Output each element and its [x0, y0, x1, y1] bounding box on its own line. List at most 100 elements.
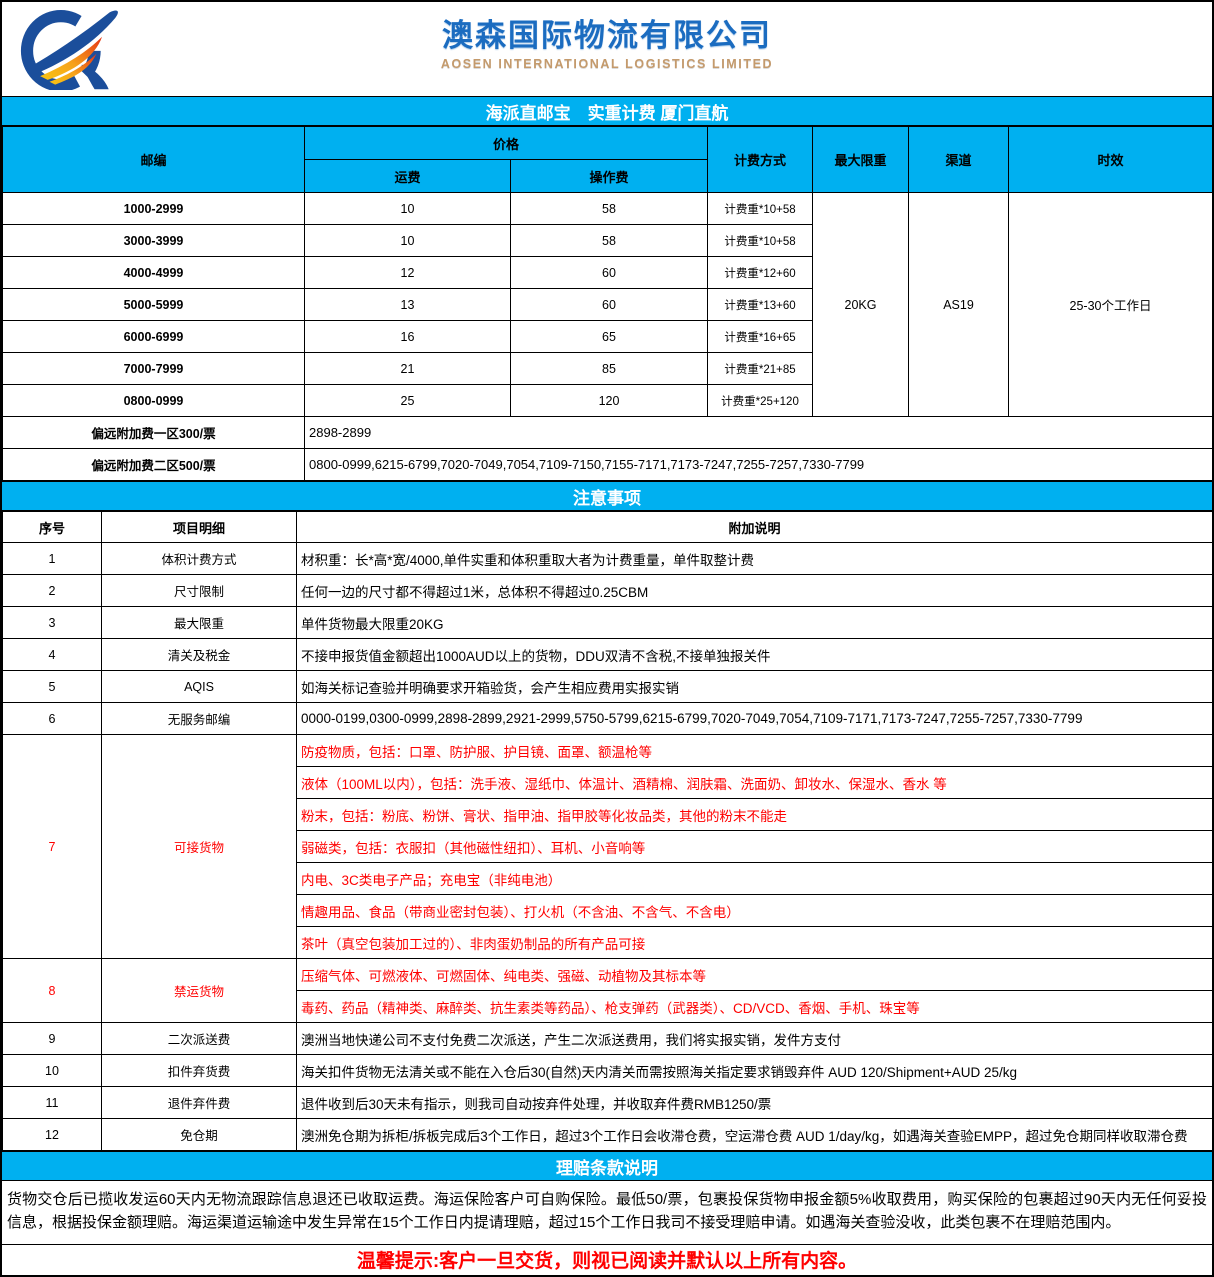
transit-value: 25-30个工作日: [1008, 192, 1214, 417]
price-row: 5000-5999 13 60 计费重*13+60: [2, 288, 1213, 321]
col-header-shipping: 运费: [304, 159, 511, 193]
note-no: 9: [2, 1022, 102, 1055]
billing-cell: 计费重*13+60: [707, 288, 814, 321]
postcode-cell: 0800-0999: [2, 384, 305, 417]
col-header-handling: 操作费: [509, 159, 709, 193]
note-desc: 退件收到后30天未有指示，则我司自动按弃件处理，并收取弃件费RMB1250/票: [296, 1086, 1213, 1119]
note-desc: 澳洲当地快递公司不支付免费二次派送，产生二次派送费用，我们将实报实销，发件方支付: [296, 1022, 1213, 1055]
billing-cell: 计费重*25+120: [707, 384, 814, 417]
company-header: 澳森国际物流有限公司 AOSEN INTERNATIONAL LOGISTICS…: [2, 2, 1212, 96]
shipping-cell: 21: [304, 352, 511, 385]
note-no: 8: [2, 958, 102, 1023]
remote-fee-value: 0800-0999,6215-6799,7020-7049,7054,7109-…: [303, 448, 1214, 481]
shipping-cell: 10: [304, 224, 511, 257]
note-item: 尺寸限制: [101, 574, 297, 607]
note-row-acceptable-goods: 7 可接货物 防疫物质，包括：口罩、防护服、护目镜、面罩、额温枪等: [2, 734, 1213, 959]
note-desc: 毒药、药品（精神类、麻醉类、抗生素类等药品）、枪支弹药（武器类）、CD/VCD、…: [296, 990, 1213, 1023]
col-header-price: 价格: [303, 126, 709, 160]
note-desc: 任何一边的尺寸都不得超过1米，总体积不得超过0.25CBM: [296, 574, 1213, 607]
note-desc: 内电、3C类电子产品；充电宝（非纯电池）: [296, 862, 1213, 895]
notes-col-item: 项目明细: [101, 511, 297, 543]
note-row: 1 体积计费方式 材积重：长*高*宽/4000,单件实重和体积重取大者为计费重量…: [2, 542, 1213, 575]
footer-warning-text: 温馨提示:客户一旦交货，则视已阅读并默认以上所有内容。: [356, 1251, 858, 1272]
note-item: 清关及税金: [101, 638, 297, 671]
note-item: 扣件弃货费: [101, 1054, 297, 1087]
note-no: 10: [2, 1054, 102, 1087]
note-subrow: 内电、3C类电子产品；充电宝（非纯电池）: [3, 862, 1213, 895]
col-header-max-weight: 最大限重: [812, 126, 910, 193]
product-title-bar: 海派直邮宝 实重计费 厦门直航: [2, 96, 1212, 126]
note-row: 9 二次派送费 澳洲当地快递公司不支付免费二次派送，产生二次派送费用，我们将实报…: [2, 1022, 1213, 1055]
billing-cell: 计费重*10+58: [707, 192, 814, 225]
handling-cell: 120: [509, 384, 709, 417]
note-no: 2: [2, 574, 102, 607]
company-name-en: AOSEN INTERNATIONAL LOGISTICS LIMITED: [440, 57, 774, 71]
note-row: 4 清关及税金 不接申报货值金额超出1000AUD以上的货物，DDU双清不含税,…: [2, 638, 1213, 671]
channel-value: AS19: [908, 192, 1010, 417]
col-header-billing: 计费方式: [707, 126, 814, 193]
note-no: 12: [2, 1118, 102, 1151]
note-desc: 海关扣件货物无法清关或不能在入仓后30(自然)天内清关而需按照海关指定要求销毁弃…: [296, 1054, 1213, 1087]
handling-cell: 60: [509, 288, 709, 321]
note-row: 5 AQIS 如海关标记查验并明确要求开箱验货，会产生相应费用实报实销: [2, 670, 1213, 703]
col-header-transit: 时效: [1008, 126, 1214, 193]
note-no: 11: [2, 1086, 102, 1119]
note-desc: 澳洲免仓期为拆柜/拆板完成后3个工作日，超过3个工作日会收滞仓费，空运滞仓费 A…: [296, 1118, 1213, 1151]
note-subrow: 情趣用品、食品（带商业密封包装）、打火机（不含油、不含气、不含电）: [3, 894, 1213, 927]
price-row: 3000-3999 10 58 计费重*10+58: [2, 224, 1213, 257]
note-desc: 材积重：长*高*宽/4000,单件实重和体积重取大者为计费重量，单件取整计费: [296, 542, 1213, 575]
note-item: 免仓期: [101, 1118, 297, 1151]
company-name: 澳森国际物流有限公司: [442, 18, 772, 53]
price-row: 1000-2999 10 58 计费重*10+58 20KG AS19 25-3…: [2, 192, 1214, 417]
note-desc: 弱磁类，包括：衣服扣（其他磁性纽扣）、耳机、小音响等: [296, 830, 1213, 863]
note-row: 11 退件弃件费 退件收到后30天未有指示，则我司自动按弃件处理，并收取弃件费R…: [2, 1086, 1213, 1119]
note-desc: 液体（100ML以内），包括：洗手液、湿纸巾、体温计、酒精棉、润肤霜、洗面奶、卸…: [296, 766, 1213, 799]
note-item: AQIS: [101, 670, 297, 703]
note-desc: 压缩气体、可燃液体、可燃固体、纯电类、强磁、动植物及其标本等: [296, 958, 1213, 991]
note-row: 2 尺寸限制 任何一边的尺寸都不得超过1米，总体积不得超过0.25CBM: [2, 574, 1213, 607]
note-desc: 防疫物质，包括：口罩、防护服、护目镜、面罩、额温枪等: [296, 734, 1213, 767]
note-no: 3: [2, 606, 102, 639]
note-subrow: 弱磁类，包括：衣服扣（其他磁性纽扣）、耳机、小音响等: [3, 830, 1213, 863]
shipping-cell: 16: [304, 320, 511, 353]
note-desc: 粉末，包括：粉底、粉饼、膏状、指甲油、指甲胶等化妆品类，其他的粉末不能走: [296, 798, 1213, 831]
note-item: 最大限重: [101, 606, 297, 639]
remote-fee-value: 2898-2899: [303, 416, 1214, 449]
postcode-cell: 6000-6999: [2, 320, 305, 353]
postcode-cell: 1000-2999: [2, 192, 305, 225]
note-item: 二次派送费: [101, 1022, 297, 1055]
company-logo-icon: [12, 6, 134, 92]
notes-title-bar: 注意事项: [2, 481, 1212, 511]
shipping-cell: 10: [304, 192, 511, 225]
billing-cell: 计费重*21+85: [707, 352, 814, 385]
note-desc: 茶叶（真空包装加工过的）、非肉蛋奶制品的所有产品可接: [296, 926, 1213, 959]
price-row: 7000-7999 21 85 计费重*21+85: [2, 352, 1213, 385]
note-item: 体积计费方式: [101, 542, 297, 575]
note-desc: 如海关标记查验并明确要求开箱验货，会产生相应费用实报实销: [296, 670, 1213, 703]
note-no: 1: [2, 542, 102, 575]
handling-cell: 60: [509, 256, 709, 289]
note-item: 无服务邮编: [101, 702, 297, 735]
shipping-cell: 13: [304, 288, 511, 321]
postcode-cell: 7000-7999: [2, 352, 305, 385]
price-header-row-2: 运费 操作费: [3, 159, 1213, 193]
remote-fee-row: 偏远附加费一区300/票 2898-2899: [2, 416, 1214, 449]
note-desc: 情趣用品、食品（带商业密封包装）、打火机（不含油、不含气、不含电）: [296, 894, 1213, 927]
billing-cell: 计费重*10+58: [707, 224, 814, 257]
note-item: 禁运货物: [101, 958, 297, 1023]
postcode-cell: 4000-4999: [2, 256, 305, 289]
price-row: 0800-0999 25 120 计费重*25+120: [2, 384, 1213, 417]
handling-cell: 85: [509, 352, 709, 385]
billing-cell: 计费重*12+60: [707, 256, 814, 289]
notes-col-desc: 附加说明: [296, 511, 1213, 543]
price-row: 4000-4999 12 60 计费重*12+60: [2, 256, 1213, 289]
claims-title-bar: 理赔条款说明: [2, 1151, 1212, 1181]
handling-cell: 58: [509, 192, 709, 225]
note-desc: 不接申报货值金额超出1000AUD以上的货物，DDU双清不含税,不接单独报关件: [296, 638, 1213, 671]
note-row: 6 无服务邮编 0000-0199,0300-0999,2898-2899,29…: [2, 702, 1213, 735]
notes-header-row: 序号 项目明细 附加说明: [2, 511, 1213, 543]
remote-fee-label: 偏远附加费一区300/票: [2, 416, 305, 449]
note-no: 6: [2, 702, 102, 735]
remote-fee-row: 偏远附加费二区500/票 0800-0999,6215-6799,7020-70…: [2, 448, 1214, 481]
billing-cell: 计费重*16+65: [707, 320, 814, 353]
